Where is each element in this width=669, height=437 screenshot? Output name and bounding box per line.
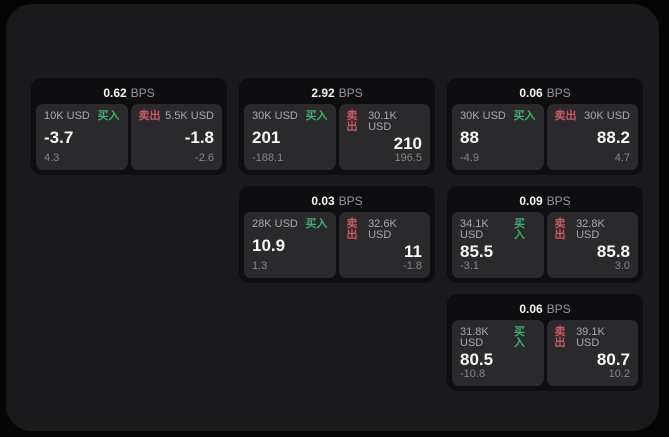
quote-tiles: 28K USD 买入 10.9 1.3 卖出 32.6K USD 11 -1.8 (239, 212, 435, 278)
buy-quote-tile[interactable]: 28K USD 买入 10.9 1.3 (244, 212, 336, 278)
buy-price: 85.5 (460, 241, 494, 261)
buy-amount: 34.1K USD (460, 218, 489, 241)
buy-delta: -4.9 (460, 152, 479, 164)
sell-label[interactable]: 卖出 (554, 110, 577, 122)
buy-delta: 1.3 (252, 260, 268, 272)
sell-quote-tile[interactable]: 卖出 39.1K USD 80.7 10.2 (546, 320, 638, 386)
sell-delta: 4.7 (614, 152, 630, 164)
sell-quote-tile[interactable]: 卖出 30K USD 88.2 4.7 (546, 104, 638, 170)
buy-quote-tile[interactable]: 34.1K USD 买入 85.5 -3.1 (452, 212, 544, 278)
quote-card: 0.09 BPS 34.1K USD 买入 85.5 -3.1 卖出 32.8K USD 85.… (447, 186, 643, 283)
sell-delta: -2.6 (195, 152, 214, 164)
buy-price: 88 (460, 128, 479, 147)
buy-amount: 10K USD (44, 110, 90, 122)
quote-card: 0.06 BPS 30K USD 买入 88 -4.9 卖出 30K USD 88.2 4.7 (447, 78, 643, 175)
buy-price: 80.5 (460, 349, 494, 369)
quote-card: 2.92 BPS 30K USD 买入 201 -188.1 卖出 30.1K USD 210 1… (239, 78, 435, 175)
sell-label[interactable]: 卖出 (554, 326, 566, 349)
bps-header: 0.06 BPS (447, 78, 643, 104)
bps-header: 2.92 BPS (239, 78, 435, 104)
quote-card: 0.62 BPS 10K USD 买入 -3.7 4.3 卖出 5.5K USD -1.8 -2.… (31, 78, 227, 175)
bps-header: 0.06 BPS (447, 294, 643, 320)
buy-quote-tile[interactable]: 10K USD 买入 -3.7 4.3 (36, 104, 128, 170)
bps-value: 0.03 (311, 193, 335, 208)
sell-price: 210 (393, 133, 422, 153)
sell-amount: 39.1K USD (576, 326, 605, 349)
bps-unit-label: BPS (338, 193, 363, 208)
sell-label[interactable]: 卖出 (138, 110, 161, 122)
buy-quote-tile[interactable]: 31.8K USD 买入 80.5 -10.8 (452, 320, 544, 386)
buy-delta: -188.1 (252, 152, 284, 164)
sell-price: 85.8 (596, 241, 630, 261)
buy-amount: 31.8K USD (460, 326, 489, 349)
sell-quote-tile[interactable]: 卖出 30.1K USD 210 196.5 (338, 104, 430, 170)
buy-label[interactable]: 买入 (305, 218, 328, 230)
buy-price: -3.7 (44, 128, 74, 147)
sell-delta: -1.8 (403, 260, 422, 272)
sell-price: 80.7 (596, 349, 630, 369)
sell-label[interactable]: 卖出 (554, 218, 566, 241)
quote-tiles: 34.1K USD 买入 85.5 -3.1 卖出 32.8K USD 85.8 3.0 (447, 212, 643, 278)
sell-quote-tile[interactable]: 卖出 32.6K USD 11 -1.8 (338, 212, 430, 278)
buy-label[interactable]: 买入 (513, 326, 525, 349)
bps-header: 0.09 BPS (447, 186, 643, 212)
sell-delta: 3.0 (614, 260, 630, 272)
bps-value: 0.06 (519, 85, 543, 100)
quote-tiles: 30K USD 买入 88 -4.9 卖出 30K USD 88.2 4.7 (447, 104, 643, 170)
quote-board-panel: 0.62 BPS 10K USD 买入 -3.7 4.3 卖出 5.5K USD -1.8 -2.… (6, 4, 659, 431)
quote-card: 0.06 BPS 31.8K USD 买入 80.5 -10.8 卖出 39.1K USD 80… (447, 294, 643, 391)
bps-header: 0.62 BPS (31, 78, 227, 104)
sell-quote-tile[interactable]: 卖出 32.8K USD 85.8 3.0 (546, 212, 638, 278)
buy-amount: 30K USD (460, 110, 506, 122)
buy-price: 201 (252, 128, 281, 147)
buy-label[interactable]: 买入 (97, 110, 120, 122)
quote-tiles: 10K USD 买入 -3.7 4.3 卖出 5.5K USD -1.8 -2.6 (31, 104, 227, 170)
bps-value: 0.06 (519, 301, 543, 316)
quote-tiles: 30K USD 买入 201 -188.1 卖出 30.1K USD 210 196.5 (239, 104, 435, 170)
sell-price: -1.8 (184, 128, 214, 147)
bps-unit-label: BPS (546, 301, 571, 316)
buy-label[interactable]: 买入 (305, 110, 328, 122)
sell-price: 88.2 (596, 128, 630, 147)
sell-amount: 30.1K USD (368, 110, 397, 133)
buy-quote-tile[interactable]: 30K USD 买入 201 -188.1 (244, 104, 336, 170)
buy-delta: -3.1 (460, 260, 479, 272)
buy-amount: 28K USD (252, 218, 298, 230)
bps-unit-label: BPS (130, 85, 155, 100)
buy-amount: 30K USD (252, 110, 298, 122)
sell-amount: 32.6K USD (368, 218, 397, 241)
buy-price: 10.9 (252, 236, 286, 255)
buy-label[interactable]: 买入 (513, 218, 525, 241)
sell-delta: 10.2 (608, 368, 630, 380)
bps-unit-label: BPS (546, 193, 571, 208)
bps-value: 0.62 (103, 85, 127, 100)
bps-value: 2.92 (311, 85, 335, 100)
bps-unit-label: BPS (338, 85, 363, 100)
bps-header: 0.03 BPS (239, 186, 435, 212)
sell-amount: 5.5K USD (165, 110, 214, 122)
quote-tiles: 31.8K USD 买入 80.5 -10.8 卖出 39.1K USD 80.7 10.2 (447, 320, 643, 386)
bps-value: 0.09 (519, 193, 543, 208)
buy-delta: 4.3 (44, 152, 60, 164)
sell-amount: 30K USD (584, 110, 630, 122)
sell-quote-tile[interactable]: 卖出 5.5K USD -1.8 -2.6 (130, 104, 222, 170)
buy-delta: -10.8 (460, 368, 486, 380)
sell-label[interactable]: 卖出 (346, 110, 358, 133)
quote-card: 0.03 BPS 28K USD 买入 10.9 1.3 卖出 32.6K USD 11 -1.8 (239, 186, 435, 283)
sell-amount: 32.8K USD (576, 218, 605, 241)
sell-price: 11 (404, 241, 422, 261)
sell-label[interactable]: 卖出 (346, 218, 358, 241)
buy-label[interactable]: 买入 (513, 110, 536, 122)
buy-quote-tile[interactable]: 30K USD 买入 88 -4.9 (452, 104, 544, 170)
bps-unit-label: BPS (546, 85, 571, 100)
sell-delta: 196.5 (394, 152, 422, 164)
